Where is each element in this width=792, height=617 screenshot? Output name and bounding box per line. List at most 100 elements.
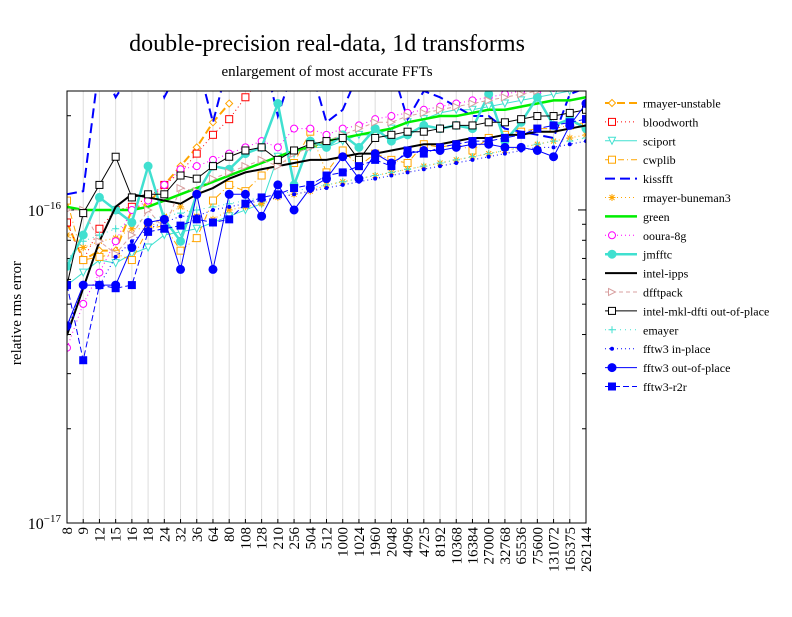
point (273, 99, 283, 109)
legend-label: emayer (643, 323, 678, 337)
x-tick-label: 9 (76, 527, 92, 535)
legend-label: ooura-8g (643, 229, 686, 243)
legend-label: intel-mkl-dfti out-of-place (643, 304, 769, 318)
point (387, 117, 396, 127)
y-tick-base: 10 (28, 203, 44, 220)
point (565, 108, 574, 117)
point (549, 152, 559, 162)
point (144, 190, 153, 199)
point (112, 225, 120, 233)
legend-label: cwplib (643, 153, 676, 167)
point (324, 186, 329, 191)
legend-label: fftw3 in-place (643, 342, 710, 356)
point (340, 182, 345, 187)
point (338, 152, 348, 162)
point (517, 115, 526, 124)
x-tick-label: 512 (320, 527, 336, 550)
point (273, 155, 282, 164)
y-axis-label: relative rms error (9, 261, 25, 365)
legend-item: ooura-8g (605, 229, 686, 243)
point (338, 133, 347, 142)
series-dfftpack (67, 91, 552, 259)
point (225, 152, 234, 161)
point (127, 281, 136, 290)
point (608, 155, 616, 164)
series-line (67, 124, 586, 336)
point (95, 281, 104, 290)
point (208, 118, 218, 127)
point (160, 180, 169, 189)
point (292, 192, 297, 197)
point (533, 112, 542, 121)
point (582, 115, 586, 124)
series-line (67, 91, 540, 348)
point (257, 211, 267, 221)
point (436, 105, 445, 115)
y-tick-base: 10 (28, 516, 44, 533)
x-tick-label: 16384 (465, 527, 481, 565)
point (240, 189, 250, 199)
series-clip-group (67, 91, 586, 365)
point (111, 259, 120, 268)
y-tick-label: 10−16 (28, 200, 62, 220)
point (608, 287, 617, 297)
point (436, 124, 445, 133)
x-tick-label: 4725 (417, 527, 433, 557)
point (549, 112, 558, 121)
point (306, 180, 315, 189)
point (532, 145, 542, 155)
point (500, 142, 510, 152)
point (354, 174, 364, 184)
x-tick-label: 80 (222, 527, 238, 542)
point (484, 102, 493, 112)
point (468, 137, 477, 146)
legend-item: dfftpack (605, 286, 683, 300)
point (176, 221, 185, 230)
point (502, 151, 507, 156)
point (306, 124, 315, 133)
point (517, 130, 526, 139)
point (176, 236, 186, 246)
point (177, 203, 185, 211)
x-tick-label: 1000 (336, 527, 352, 557)
point (582, 105, 586, 114)
point (610, 346, 614, 351)
point (387, 162, 396, 171)
point (533, 124, 542, 133)
x-tick-label: 1960 (368, 527, 384, 557)
point (129, 239, 134, 244)
x-tick-label: 18 (141, 527, 157, 542)
point (354, 142, 364, 152)
point (67, 321, 72, 331)
point (567, 91, 573, 96)
point (192, 162, 201, 171)
point (484, 96, 494, 105)
point (208, 130, 217, 139)
point (95, 268, 104, 277)
point (306, 140, 315, 149)
point (95, 224, 104, 233)
point (192, 215, 201, 224)
point (607, 249, 617, 259)
point (111, 284, 120, 293)
point (144, 227, 153, 236)
chart-title: double-precision real-data, 1d transform… (129, 31, 525, 57)
point (67, 281, 71, 290)
point (500, 92, 510, 102)
point (607, 363, 617, 373)
point (421, 167, 426, 172)
x-tick-label: 32 (174, 527, 190, 542)
point (273, 180, 283, 190)
series-line (67, 134, 586, 249)
point (257, 193, 266, 202)
point (94, 192, 104, 202)
point (419, 127, 428, 136)
point (95, 252, 104, 261)
point (484, 118, 493, 127)
point (581, 99, 586, 109)
point (225, 215, 234, 224)
legend-item: intel-mkl-dfti out-of-place (605, 304, 769, 318)
point (403, 146, 412, 155)
point (79, 237, 87, 245)
point (403, 159, 412, 167)
